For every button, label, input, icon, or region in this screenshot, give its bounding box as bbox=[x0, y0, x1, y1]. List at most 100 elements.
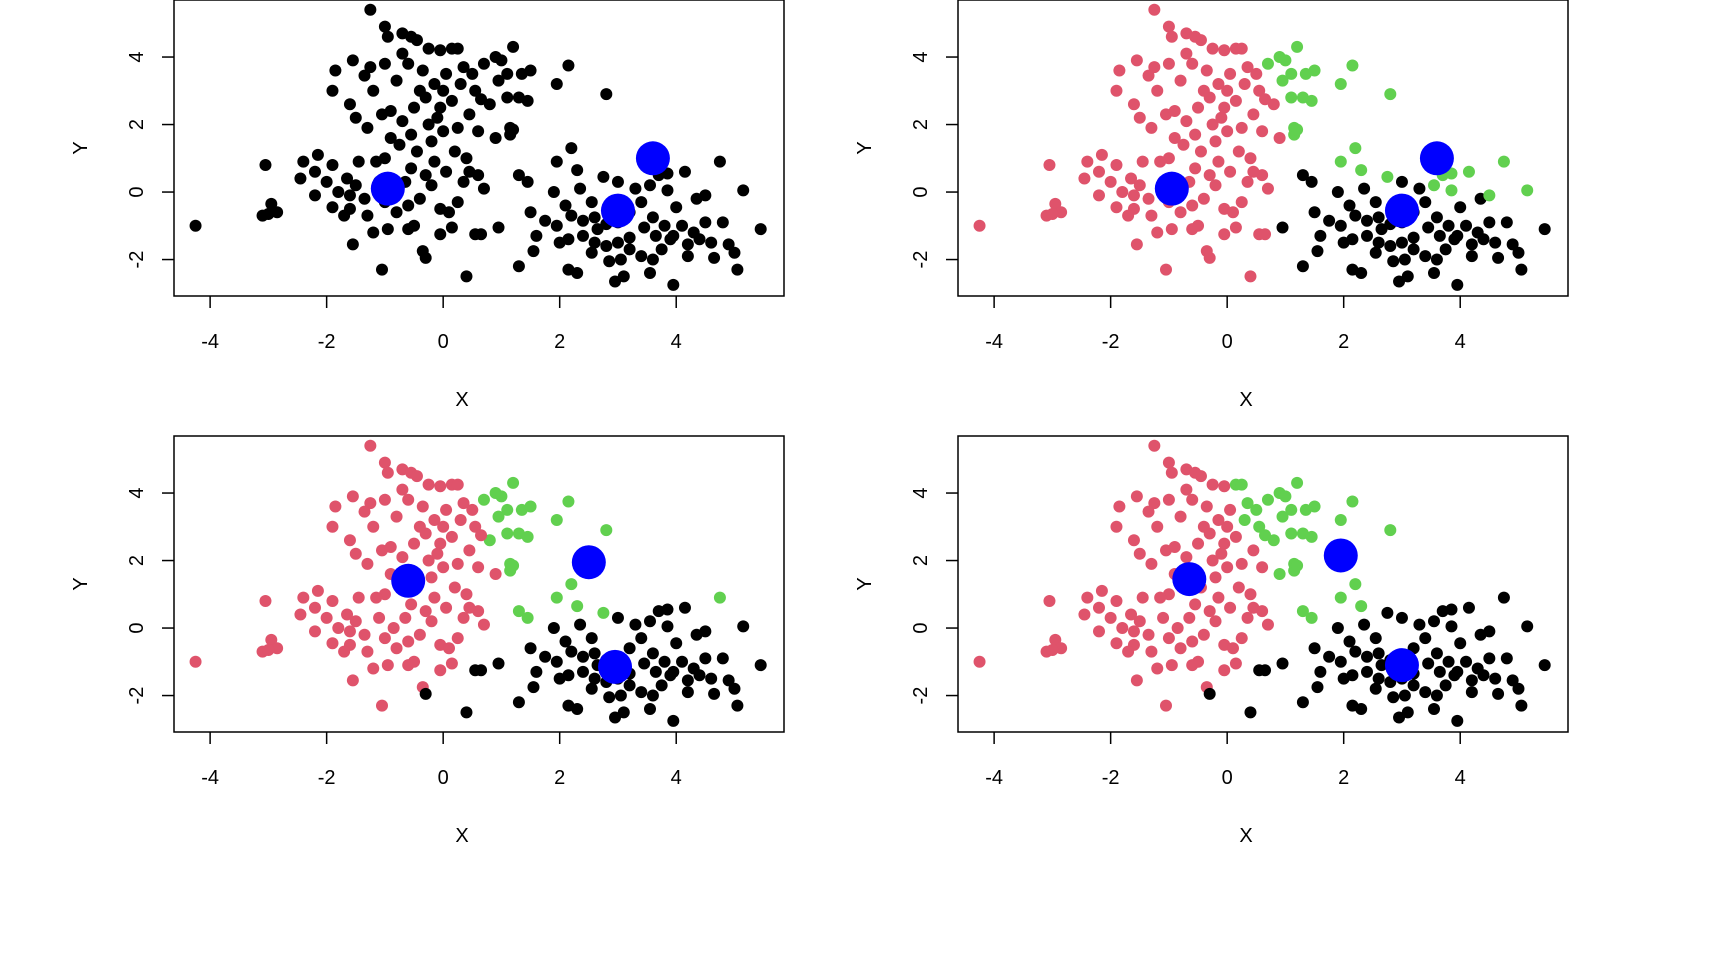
data-point bbox=[413, 84, 426, 97]
data-point bbox=[1384, 524, 1397, 537]
data-point bbox=[1203, 251, 1216, 264]
data-point bbox=[1180, 551, 1193, 564]
data-point bbox=[1192, 537, 1205, 550]
data-point bbox=[1454, 637, 1467, 650]
data-point bbox=[338, 645, 351, 658]
data-point bbox=[1159, 263, 1172, 276]
data-point bbox=[1308, 642, 1321, 655]
data-point bbox=[550, 219, 563, 232]
data-point bbox=[448, 581, 461, 594]
data-point bbox=[1186, 223, 1199, 236]
data-point bbox=[451, 557, 464, 570]
plot-frame bbox=[173, 0, 785, 297]
data-point bbox=[1407, 679, 1420, 692]
data-point bbox=[1092, 625, 1105, 638]
data-point bbox=[402, 57, 415, 70]
data-point bbox=[1189, 598, 1202, 611]
data-point bbox=[1180, 115, 1193, 128]
data-point bbox=[492, 221, 505, 234]
data-point bbox=[1165, 466, 1178, 479]
data-point bbox=[1221, 84, 1234, 97]
data-point bbox=[1174, 642, 1187, 655]
panel-iteration-2: -4 -2 0 2 4 -2 0 2 4 X Y bbox=[854, 0, 1569, 411]
data-point bbox=[1142, 69, 1155, 82]
data-point bbox=[661, 603, 674, 616]
data-point bbox=[1203, 169, 1216, 182]
data-point bbox=[1445, 620, 1458, 633]
data-point bbox=[754, 223, 767, 236]
data-point bbox=[1247, 108, 1260, 121]
data-point bbox=[1162, 20, 1175, 33]
cluster-center bbox=[1419, 141, 1454, 176]
data-point bbox=[576, 229, 589, 242]
data-point bbox=[1206, 42, 1219, 55]
data-point bbox=[297, 155, 310, 168]
data-point bbox=[378, 20, 391, 33]
data-point bbox=[1492, 687, 1505, 700]
data-point bbox=[367, 226, 380, 239]
data-point bbox=[1232, 581, 1245, 594]
data-point bbox=[1515, 263, 1528, 276]
data-point bbox=[1401, 270, 1414, 283]
cluster-center bbox=[598, 649, 633, 684]
cluster-center bbox=[571, 545, 606, 580]
data-point bbox=[1393, 275, 1406, 288]
data-point bbox=[454, 78, 467, 91]
data-point bbox=[349, 111, 362, 124]
data-point bbox=[1419, 196, 1432, 209]
data-point bbox=[1151, 226, 1164, 239]
data-point bbox=[600, 240, 613, 253]
data-point bbox=[524, 642, 537, 655]
data-point bbox=[1259, 228, 1272, 241]
data-point bbox=[1261, 57, 1274, 70]
data-point bbox=[1218, 101, 1231, 114]
data-point bbox=[1256, 561, 1269, 574]
panel-iteration-1: -4 -2 0 2 4 -2 0 2 4 X Y bbox=[70, 0, 785, 411]
data-point bbox=[475, 529, 488, 542]
data-point bbox=[550, 78, 563, 91]
data-point bbox=[1095, 584, 1108, 597]
data-point bbox=[1261, 618, 1274, 631]
data-point bbox=[308, 189, 321, 202]
data-point bbox=[1384, 240, 1397, 253]
data-point bbox=[358, 69, 371, 82]
data-point bbox=[1279, 54, 1292, 67]
data-point bbox=[428, 591, 441, 604]
data-point bbox=[1334, 655, 1347, 668]
data-point bbox=[1291, 476, 1304, 489]
data-point bbox=[405, 162, 418, 175]
data-point bbox=[1235, 121, 1248, 134]
data-point bbox=[1110, 595, 1123, 608]
data-point bbox=[1433, 229, 1446, 242]
data-point bbox=[1235, 42, 1248, 55]
data-point bbox=[346, 238, 359, 251]
x-tick-label: -4 bbox=[985, 767, 1003, 789]
data-point bbox=[1372, 672, 1385, 685]
data-point bbox=[1308, 206, 1321, 219]
data-point bbox=[466, 503, 479, 516]
data-point bbox=[1224, 165, 1237, 178]
data-point bbox=[617, 270, 630, 283]
data-point bbox=[600, 524, 613, 537]
data-point bbox=[332, 186, 345, 199]
data-point bbox=[265, 633, 278, 646]
data-point bbox=[553, 672, 566, 685]
data-point bbox=[492, 657, 505, 670]
data-point bbox=[338, 209, 351, 222]
data-point bbox=[1483, 652, 1496, 665]
data-point bbox=[1465, 250, 1478, 263]
data-point bbox=[343, 625, 356, 638]
cluster-center bbox=[370, 171, 405, 206]
data-point bbox=[571, 164, 584, 177]
data-point bbox=[489, 568, 502, 581]
data-point bbox=[609, 275, 622, 288]
data-point bbox=[431, 111, 444, 124]
cluster-center bbox=[635, 141, 670, 176]
data-point bbox=[460, 706, 473, 719]
data-point bbox=[460, 270, 473, 283]
data-point bbox=[460, 152, 473, 165]
data-point bbox=[1194, 34, 1207, 47]
data-point bbox=[445, 221, 458, 234]
data-point bbox=[1197, 192, 1210, 205]
data-point bbox=[431, 547, 444, 560]
